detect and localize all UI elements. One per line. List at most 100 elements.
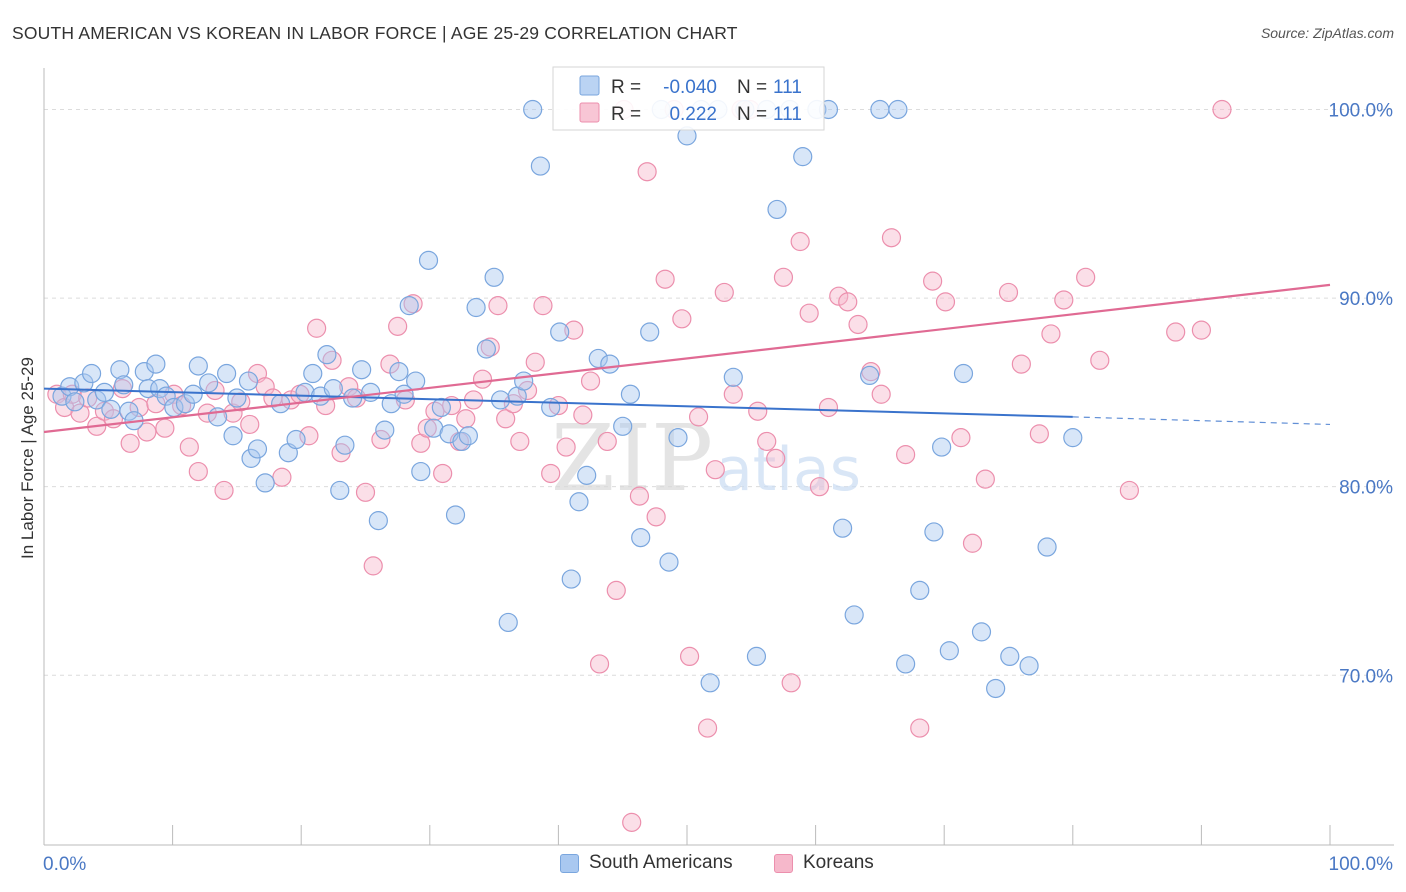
south-american-point [569, 492, 589, 512]
korean-point [881, 228, 902, 248]
south-american-point [188, 356, 208, 376]
south-american-point [375, 420, 395, 440]
korean-point [307, 318, 327, 338]
korean-point [1054, 290, 1074, 310]
south-american-point [330, 480, 350, 501]
south-american-point [1063, 428, 1083, 448]
korean-point [496, 409, 516, 429]
korean-point [548, 395, 569, 416]
south-american-point [406, 371, 426, 391]
south-american-point [223, 426, 243, 446]
south-american-trend-line [43, 387, 1073, 418]
korean-point [355, 482, 376, 502]
legend-swatch-pink [579, 102, 600, 123]
south-american-point [844, 605, 864, 625]
south-american-point [700, 673, 720, 693]
south-american-point [953, 363, 974, 384]
korean-point [809, 477, 830, 497]
korean-point [272, 467, 292, 487]
south-american-point [550, 322, 570, 342]
south-american-point [910, 580, 930, 601]
korean-point [748, 401, 768, 421]
south-american-point [613, 416, 633, 436]
south-american-point [870, 99, 890, 120]
south-american-point [217, 363, 237, 384]
korean-point [790, 231, 810, 252]
korean-point [146, 394, 166, 414]
korean-point [871, 384, 891, 404]
source-label: Source: ZipAtlas.com [1260, 25, 1394, 41]
y-axis-label: In Labor Force | Age 25-29 [18, 357, 37, 559]
bottom-legend-label: South Americans [589, 852, 733, 873]
korean-point [829, 286, 849, 306]
korean-point [766, 448, 786, 468]
x-tick-label: 0.0% [43, 854, 86, 875]
korean-point [589, 654, 610, 674]
korean-point [541, 463, 561, 484]
south-american-point [631, 527, 651, 548]
south-american-point [577, 465, 597, 485]
south-american-point [860, 365, 880, 386]
south-american-point [227, 388, 247, 408]
south-american-point [255, 473, 275, 493]
south-american-trend-extension [1072, 416, 1331, 426]
korean-point [179, 437, 199, 457]
south-american-point [476, 339, 496, 359]
south-american-point [119, 401, 139, 421]
south-american-point [81, 363, 102, 384]
south-american-point [60, 377, 80, 397]
south-american-point [241, 448, 261, 468]
south-american-point [939, 641, 959, 661]
south-american-point [101, 399, 121, 419]
korean-point [417, 418, 437, 438]
bottom-legend-item-south-americans: South Americans [560, 852, 733, 874]
korean-point [1212, 99, 1232, 120]
legend-swatch-blue [579, 75, 600, 96]
korean-point [679, 646, 700, 667]
korean-point [637, 162, 657, 182]
korean-point [597, 431, 617, 452]
legend-n-value-pink: 111 [773, 104, 802, 125]
korean-point [299, 426, 319, 446]
south-american-point [530, 156, 550, 176]
korean-point [371, 429, 391, 450]
watermark-atlas: atlas [716, 435, 861, 505]
south-american-point [458, 426, 478, 446]
korean-point [781, 673, 801, 693]
south-american-point [833, 518, 853, 538]
korean-point [629, 486, 650, 506]
south-american-point [793, 147, 813, 167]
legend-r-label-pink: R = [611, 104, 646, 125]
south-american-point [659, 552, 679, 572]
legend: R = -0.040 N = 111 R = 0.222 N = 111 [552, 66, 825, 131]
korean-point [580, 371, 601, 391]
south-american-point [110, 360, 130, 380]
korean-point [1090, 350, 1110, 370]
korean-point [363, 556, 383, 576]
legend-n-label-blue: N = [737, 77, 772, 98]
bottom-legend: South Americans Koreans [0, 852, 1406, 878]
korean-point [231, 392, 251, 412]
korean-point [137, 422, 157, 442]
south-american-point [368, 511, 388, 531]
korean-point [799, 303, 819, 323]
korean-point [705, 460, 725, 480]
south-american-point [523, 99, 543, 120]
south-american-point [199, 373, 219, 393]
korean-point [573, 405, 593, 425]
south-american-point [888, 99, 908, 120]
south-american-point [114, 375, 134, 395]
korean-point [472, 369, 493, 389]
south-american-point [352, 360, 372, 380]
south-american-point [668, 428, 688, 448]
south-american-point [146, 354, 166, 374]
south-american-point [247, 439, 268, 459]
korean-point [1041, 324, 1061, 344]
korean-point [975, 469, 995, 489]
korean-point [838, 292, 858, 312]
south-american-point [932, 437, 952, 457]
legend-n-label-pink: N = [737, 104, 772, 125]
korean-point [564, 320, 584, 340]
korean-point [510, 431, 530, 452]
south-american-point [445, 505, 466, 525]
